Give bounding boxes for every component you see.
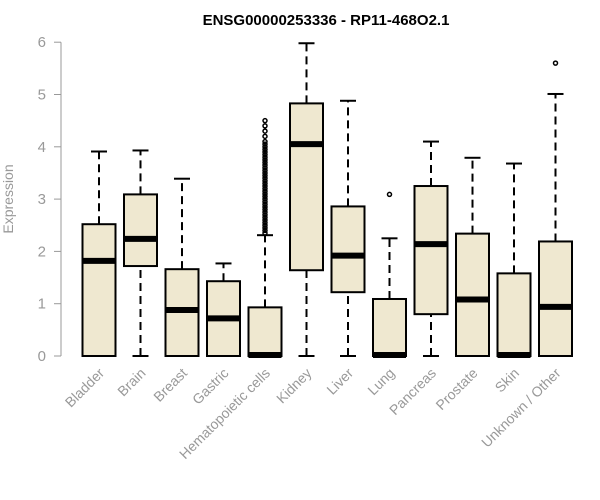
y-tick-label: 0	[38, 348, 46, 365]
outlier-point	[262, 225, 268, 231]
outlier-point	[386, 191, 393, 198]
outlier-point	[262, 227, 268, 234]
outlier-point	[262, 209, 268, 215]
outlier-point	[262, 214, 268, 221]
box-group	[455, 156, 490, 357]
outlier-point	[262, 117, 268, 124]
outlier-point	[262, 193, 268, 200]
outlier-point	[262, 191, 268, 197]
outlier-point	[262, 146, 268, 153]
y-tick-label: 6	[38, 34, 46, 51]
outlier-point	[262, 175, 268, 181]
box-iqr	[81, 223, 117, 357]
box-iqr	[538, 240, 573, 357]
outlier-point	[262, 133, 268, 140]
x-tick-label: Unknown / Other	[478, 365, 564, 451]
box-iqr	[123, 193, 158, 268]
outlier-point	[262, 128, 268, 134]
outlier-point	[262, 154, 268, 161]
y-tick-label: 3	[38, 191, 46, 208]
y-tick-label: 2	[38, 243, 46, 260]
x-tick-label: Liver	[323, 365, 356, 398]
box-group	[289, 42, 324, 357]
box-group	[413, 140, 449, 357]
box-iqr	[289, 102, 324, 272]
y-tick-label: 1	[38, 296, 46, 313]
y-tick-label: 5	[38, 87, 46, 104]
box-group	[206, 262, 241, 357]
outlier-point	[262, 167, 268, 174]
box-iqr	[247, 306, 283, 357]
outlier-point	[262, 149, 268, 155]
outlier-point	[262, 123, 268, 129]
x-tick-label: Kidney	[273, 365, 315, 407]
outlier-point	[262, 144, 268, 150]
outlier-point	[262, 219, 268, 226]
outlier-point	[262, 183, 268, 189]
outlier-point	[262, 198, 268, 205]
x-tick-label: Prostate	[432, 365, 480, 413]
outlier-point	[262, 141, 268, 147]
box-group	[372, 191, 407, 358]
box-iqr	[413, 185, 449, 316]
box-iqr	[330, 205, 366, 294]
box-group	[496, 162, 532, 358]
y-axis: 0 1 2 3 4 5 6	[38, 34, 62, 365]
outlier-point	[262, 164, 268, 171]
box-group	[538, 60, 573, 357]
box-group	[247, 117, 283, 358]
boxes-layer	[81, 42, 573, 358]
chart-title: ENSG00000253336 - RP11-468O2.1	[203, 12, 450, 29]
y-tick-label: 4	[38, 139, 46, 156]
outlier-point	[262, 212, 268, 218]
x-tick-label: Brain	[114, 365, 148, 399]
outlier-point	[552, 60, 559, 66]
x-tick-label: Breast	[150, 365, 190, 405]
outlier-point	[262, 178, 268, 184]
y-axis-label: Expression	[0, 164, 16, 233]
outlier-point	[262, 206, 268, 213]
outlier-point	[262, 222, 268, 228]
outlier-point	[262, 217, 268, 223]
box-group	[164, 177, 200, 358]
box-group	[81, 150, 117, 357]
outlier-point	[262, 196, 268, 202]
outlier-point	[262, 201, 268, 208]
outlier-point	[262, 180, 268, 187]
outlier-point	[262, 230, 268, 236]
box-iqr	[372, 297, 407, 358]
box-group	[123, 149, 158, 357]
outlier-point	[262, 188, 268, 195]
outlier-point	[262, 157, 268, 163]
outlier-point	[262, 204, 268, 210]
x-tick-label: Bladder	[62, 365, 108, 411]
outlier-point	[262, 138, 268, 145]
box-iqr	[455, 232, 490, 357]
outlier-point	[262, 170, 268, 176]
outlier-point	[262, 159, 268, 166]
box-iqr	[496, 272, 532, 357]
outlier-point	[262, 185, 268, 192]
outlier-point	[262, 151, 268, 158]
x-tick-label: Lung	[364, 365, 397, 398]
x-tick-label: Skin	[492, 365, 523, 396]
box-group	[330, 99, 366, 357]
outlier-point	[262, 172, 268, 179]
outlier-point	[262, 162, 268, 168]
